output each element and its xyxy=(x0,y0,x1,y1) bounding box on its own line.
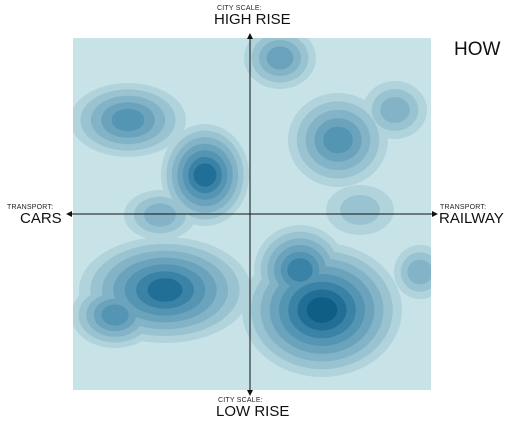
contour-ring xyxy=(323,126,353,154)
left-axis-label: CARS xyxy=(20,210,62,227)
top-axis-caption: CITY SCALE: xyxy=(217,5,262,12)
contour-ring xyxy=(306,297,338,323)
contour-ring xyxy=(144,203,176,227)
bottom-axis-label: LOW RISE xyxy=(216,403,290,420)
arrow-down-icon xyxy=(247,390,253,396)
contour-ring xyxy=(111,108,145,132)
left-axis-caption: TRANSPORT: xyxy=(7,204,54,211)
right-axis-label: RAILWAY xyxy=(439,210,504,227)
arrow-right-icon xyxy=(432,211,438,217)
arrow-up-icon xyxy=(247,33,253,39)
bottom-axis-caption: CITY SCALE: xyxy=(218,397,263,404)
contour-ring xyxy=(147,278,183,302)
page-title: HOW xyxy=(454,39,501,60)
contour-ring xyxy=(380,97,410,123)
contour-ring xyxy=(340,195,380,225)
contour-ring xyxy=(287,258,313,282)
contour-ring xyxy=(101,304,129,326)
contour-layers xyxy=(73,38,431,377)
contour-ring xyxy=(407,259,431,285)
contour-ring xyxy=(266,46,294,70)
right-axis-caption: TRANSPORT: xyxy=(440,204,487,211)
top-axis-label: HIGH RISE xyxy=(214,11,291,28)
arrow-left-icon xyxy=(66,211,72,217)
contour-ring xyxy=(193,163,217,187)
